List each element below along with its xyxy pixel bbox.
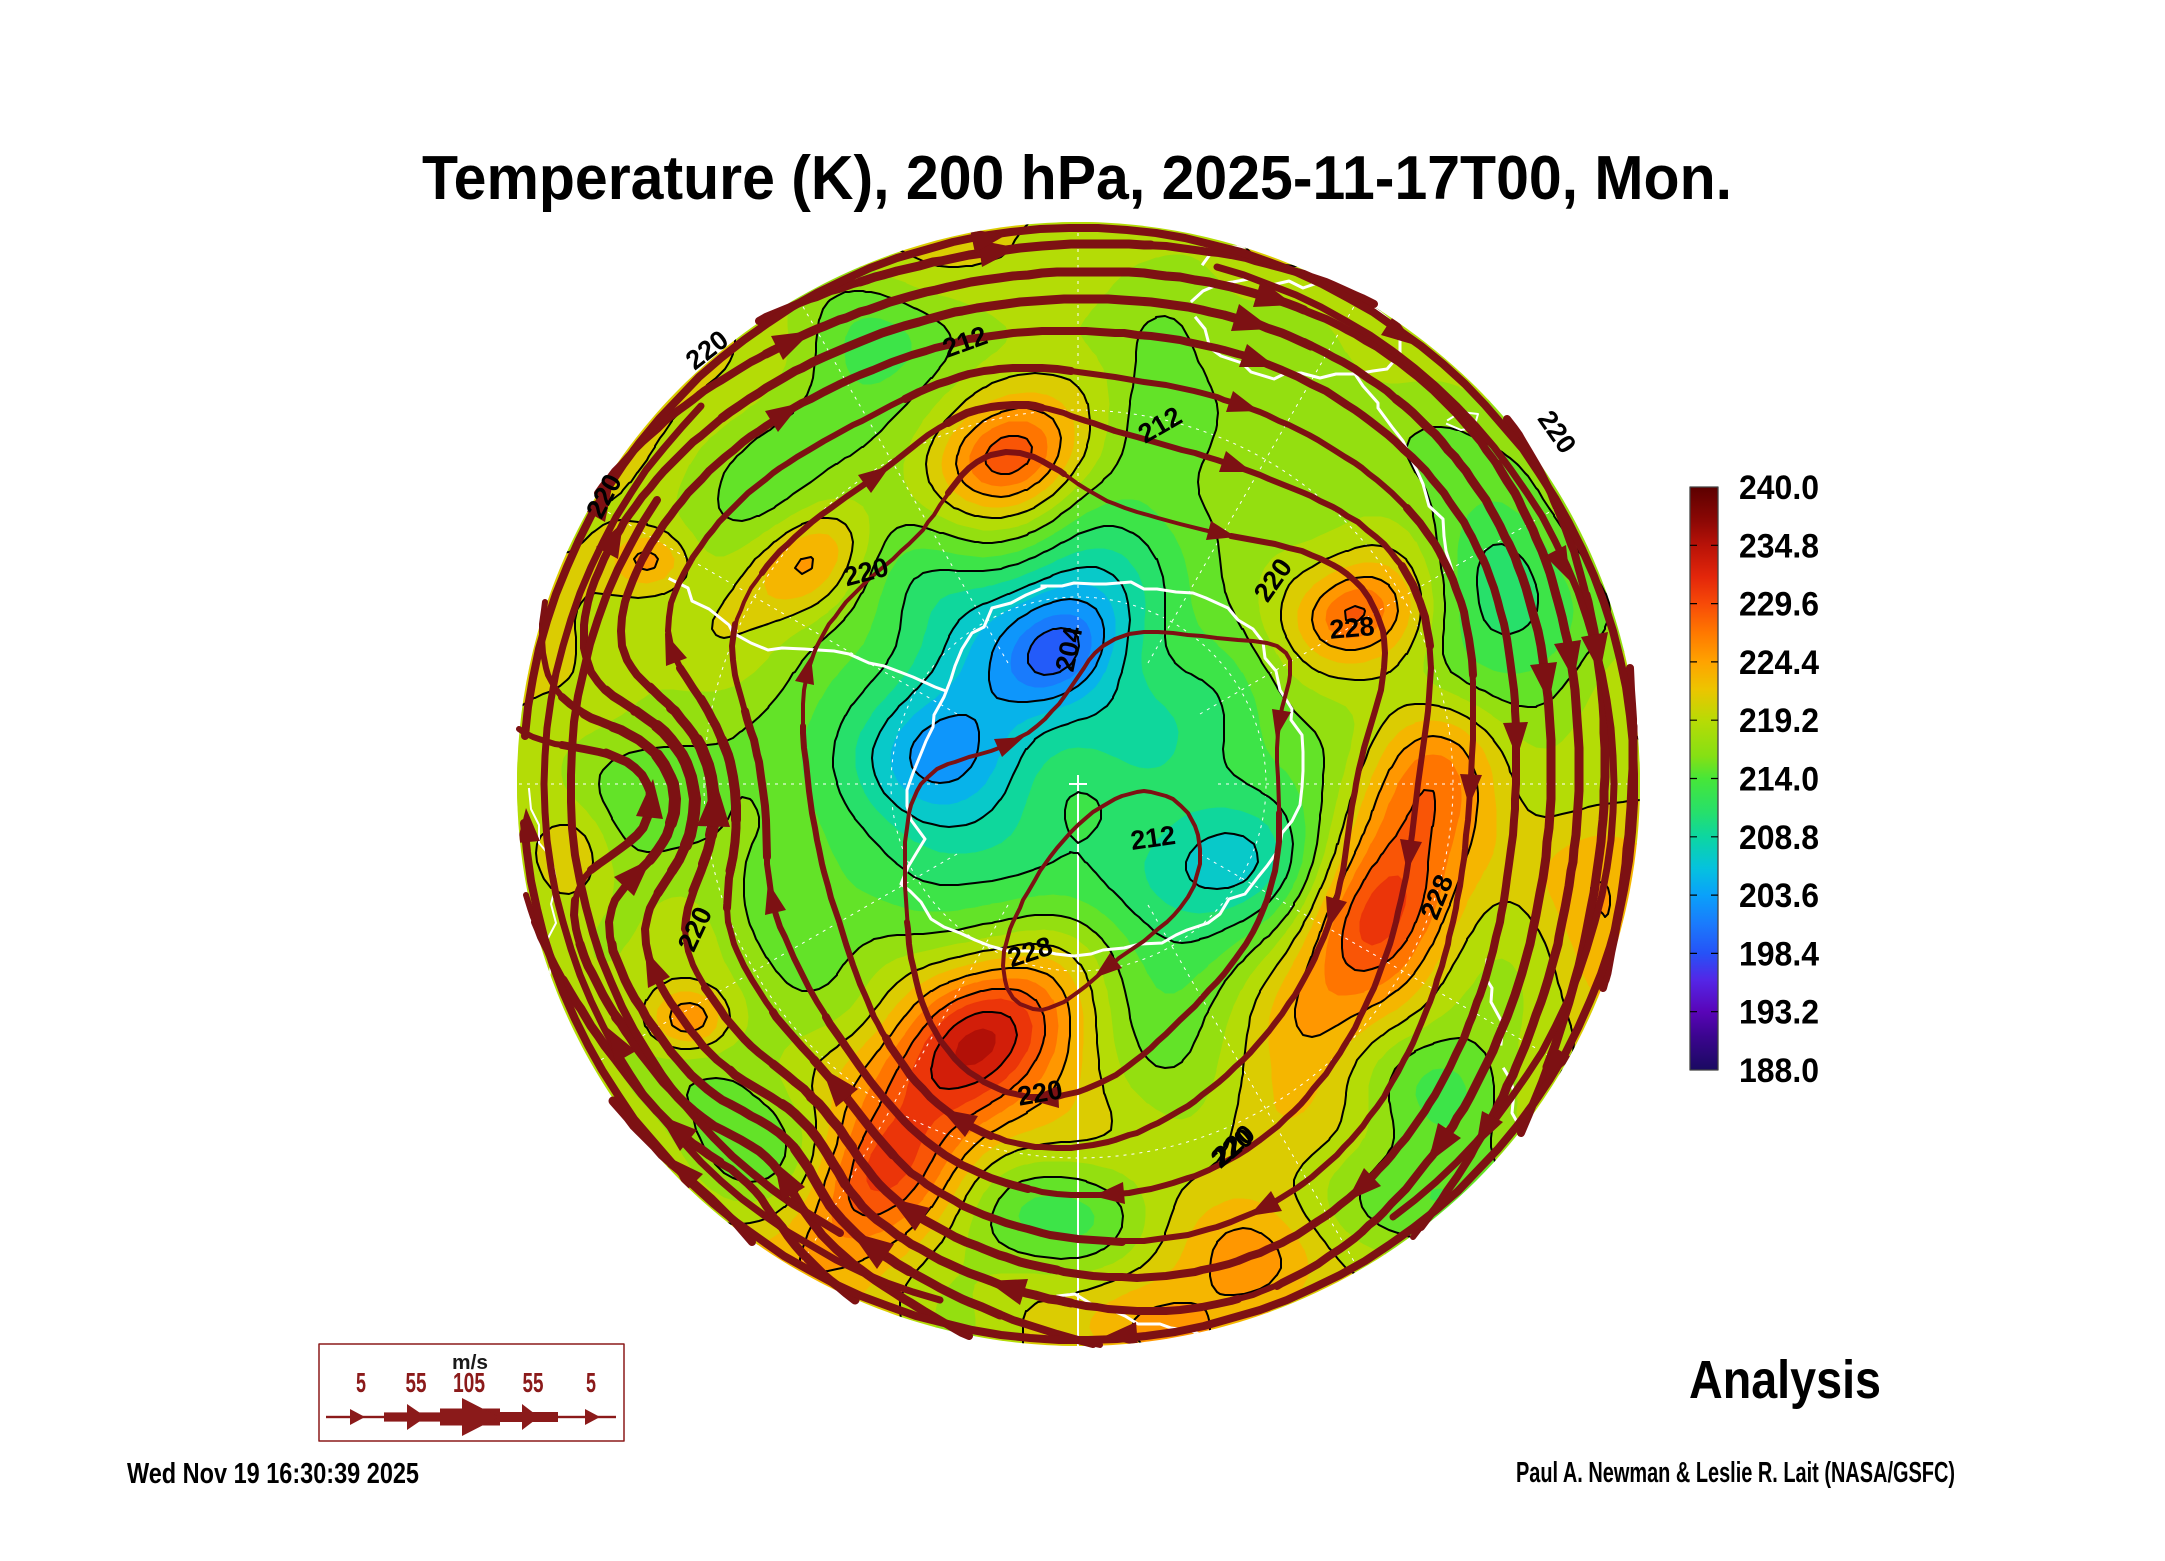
- svg-text:5: 5: [356, 1367, 366, 1398]
- svg-text:Wed Nov 19 16:30:39 2025: Wed Nov 19 16:30:39 2025: [127, 1458, 419, 1490]
- svg-text:5: 5: [586, 1367, 596, 1398]
- svg-text:105: 105: [453, 1367, 485, 1398]
- svg-text:234.8: 234.8: [1739, 527, 1819, 565]
- svg-text:220: 220: [1532, 405, 1582, 459]
- svg-text:203.6: 203.6: [1739, 877, 1819, 915]
- svg-text:188.0: 188.0: [1739, 1052, 1819, 1090]
- svg-text:55: 55: [523, 1367, 544, 1398]
- svg-text:Temperature (K), 200 hPa, 2025: Temperature (K), 200 hPa, 2025-11-17T00,…: [422, 144, 1732, 213]
- svg-text:208.8: 208.8: [1739, 819, 1819, 857]
- svg-text:229.6: 229.6: [1739, 586, 1819, 624]
- svg-text:212: 212: [1129, 820, 1178, 856]
- svg-text:214.0: 214.0: [1739, 761, 1819, 799]
- svg-text:240.0: 240.0: [1739, 469, 1819, 507]
- svg-text:Analysis: Analysis: [1689, 1350, 1881, 1410]
- svg-text:55: 55: [406, 1367, 427, 1398]
- svg-text:193.2: 193.2: [1739, 994, 1819, 1032]
- svg-text:219.2: 219.2: [1739, 702, 1819, 740]
- svg-text:198.4: 198.4: [1739, 935, 1819, 973]
- svg-text:224.4: 224.4: [1739, 644, 1819, 682]
- svg-text:Paul A. Newman & Leslie R. Lai: Paul A. Newman & Leslie R. Lait (NASA/GS…: [1516, 1457, 1955, 1489]
- svg-text:m/s: m/s: [452, 1352, 488, 1374]
- svg-text:228: 228: [1328, 611, 1376, 645]
